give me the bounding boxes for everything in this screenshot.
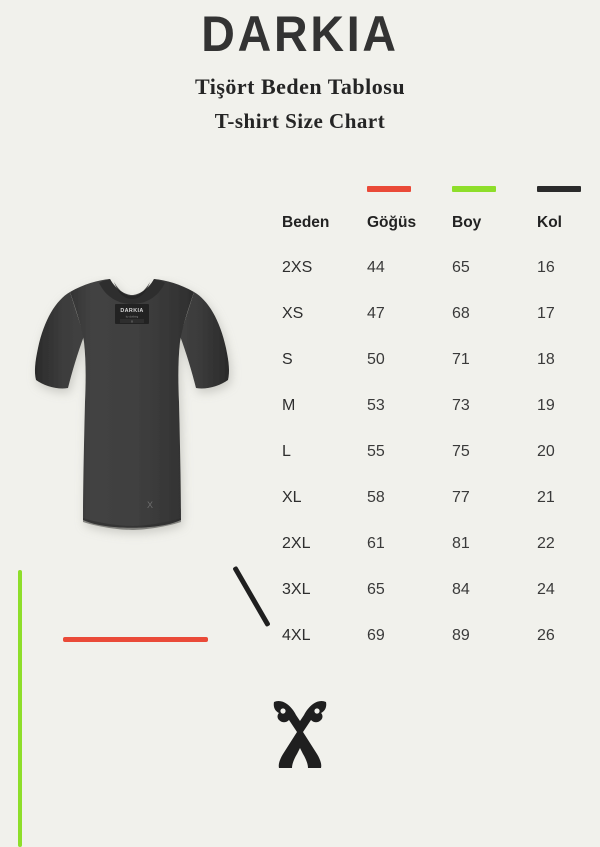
cell-size: XL <box>282 489 302 506</box>
table-row: XL 58 77 21 <box>282 489 582 535</box>
page-subtitle-en: T-shirt Size Chart <box>214 108 386 133</box>
cell-length: 81 <box>452 535 470 552</box>
cell-length: 71 <box>452 351 470 368</box>
sleeve-measure-line <box>232 565 271 628</box>
cell-size: 2XS <box>282 259 313 276</box>
column-header-sleeve: Kol <box>537 214 562 231</box>
brand-wordmark: DARKIA <box>201 6 399 62</box>
size-chart-table: Beden Göğüs Boy Kol 2XS 44 65 16 XS 47 6… <box>282 186 582 673</box>
accent-bar-cell-chest <box>367 186 452 192</box>
cell-length: 73 <box>452 397 470 414</box>
sleeve-accent-bar <box>537 186 581 192</box>
length-measure-line <box>18 570 22 847</box>
cell-length: 68 <box>452 305 470 322</box>
cell-size: 2XL <box>282 535 311 552</box>
cell-length: 77 <box>452 489 470 506</box>
table-row: XS 47 68 17 <box>282 305 582 351</box>
cell-chest: 53 <box>367 397 385 414</box>
cell-sleeve: 24 <box>537 581 555 598</box>
cell-chest: 55 <box>367 443 385 460</box>
cell-sleeve: 22 <box>537 535 555 552</box>
cell-sleeve: 17 <box>537 305 555 322</box>
cell-sleeve: 19 <box>537 397 555 414</box>
cell-chest: 44 <box>367 259 385 276</box>
darkia-x-monogram-icon <box>273 700 327 768</box>
cell-sleeve: 16 <box>537 259 555 276</box>
svg-text:by clothing: by clothing <box>126 315 139 319</box>
tshirt-illustration: DARKIA by clothing X X <box>0 270 280 847</box>
table-row: 4XL 69 89 26 <box>282 627 582 673</box>
cell-sleeve: 26 <box>537 627 555 644</box>
cell-size: 3XL <box>282 581 311 598</box>
cell-size: 4XL <box>282 627 311 644</box>
page-subtitle-tr: Tişört Beden Tablosu <box>194 73 406 99</box>
table-row: 3XL 65 84 24 <box>282 581 582 627</box>
cell-chest: 50 <box>367 351 385 368</box>
column-accent-bars <box>282 186 582 192</box>
cell-size: L <box>282 443 291 460</box>
cell-sleeve: 20 <box>537 443 555 460</box>
neck-label: DARKIA by clothing X <box>115 304 149 324</box>
svg-text:X: X <box>131 319 133 323</box>
cell-chest: 69 <box>367 627 385 644</box>
page-header: DARKIA Tişört Beden Tablosu T-shirt Size… <box>0 0 600 134</box>
tshirt-graphic: DARKIA by clothing X X <box>34 279 230 530</box>
cell-sleeve: 18 <box>537 351 555 368</box>
accent-bar-cell-length <box>452 186 537 192</box>
table-row: S 50 71 18 <box>282 351 582 397</box>
table-header-row: Beden Göğüs Boy Kol <box>282 214 582 232</box>
accent-bar-cell-size <box>282 186 367 192</box>
chest-measure-line <box>63 637 208 642</box>
table-row: L 55 75 20 <box>282 443 582 489</box>
cell-size: S <box>282 351 293 368</box>
cell-length: 84 <box>452 581 470 598</box>
cell-length: 89 <box>452 627 470 644</box>
cell-chest: 61 <box>367 535 385 552</box>
cell-chest: 58 <box>367 489 385 506</box>
column-header-length: Boy <box>452 214 482 231</box>
cell-size: M <box>282 397 296 414</box>
length-accent-bar <box>452 186 496 192</box>
shirt-front-x-logo: X <box>147 500 153 510</box>
cell-chest: 65 <box>367 581 385 598</box>
footer-logo <box>0 696 600 770</box>
chest-accent-bar <box>367 186 411 192</box>
cell-sleeve: 21 <box>537 489 555 506</box>
svg-text:DARKIA: DARKIA <box>120 308 143 314</box>
table-body: 2XS 44 65 16 XS 47 68 17 S 50 71 18 M 53… <box>282 259 582 673</box>
cell-size: XS <box>282 305 304 322</box>
table-row: 2XS 44 65 16 <box>282 259 582 305</box>
table-row: M 53 73 19 <box>282 397 582 443</box>
column-header-size: Beden <box>282 214 330 231</box>
cell-length: 65 <box>452 259 470 276</box>
cell-chest: 47 <box>367 305 385 322</box>
table-row: 2XL 61 81 22 <box>282 535 582 581</box>
accent-bar-cell-sleeve <box>537 186 600 192</box>
cell-length: 75 <box>452 443 470 460</box>
column-header-chest: Göğüs <box>367 214 417 231</box>
